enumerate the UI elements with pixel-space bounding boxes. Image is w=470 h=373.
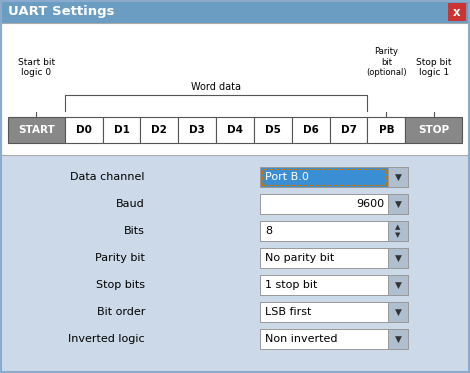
Text: START: START [18,125,55,135]
Bar [388,194,408,214]
Text: Parity
bit
(optional): Parity bit (optional) [366,47,407,77]
Bar [260,221,408,241]
Text: ▼: ▼ [394,280,401,289]
Text: Stop bits: Stop bits [96,280,145,290]
Bar [388,248,408,268]
Text: Stop bit
logic 1: Stop bit logic 1 [416,57,451,77]
Bar [368,117,405,143]
Text: Inverted logic: Inverted logic [68,334,145,344]
Text: D3: D3 [189,125,205,135]
Bar [260,275,408,295]
Text: No parity bit: No parity bit [265,253,334,263]
Text: Bits: Bits [124,226,145,236]
Bar [1,1,469,23]
Text: D5: D5 [265,125,281,135]
Text: Parity bit: Parity bit [95,253,145,263]
Text: Word data: Word data [191,82,241,92]
Bar [388,221,408,241]
Text: ▼: ▼ [394,200,401,209]
Text: 1 stop bit: 1 stop bit [265,280,317,290]
Text: ▼: ▼ [395,232,401,238]
Bar [260,194,408,214]
Bar [260,329,408,349]
Text: D2: D2 [151,125,167,135]
Bar [65,117,102,143]
Bar [254,117,292,143]
Text: UART Settings: UART Settings [8,6,115,19]
Text: Port B.0: Port B.0 [265,172,309,182]
Text: ▼: ▼ [394,172,401,182]
Bar [388,275,408,295]
Bar [292,117,329,143]
Text: Bit order: Bit order [97,307,145,317]
Text: ▼: ▼ [394,254,401,263]
Bar [1,23,469,155]
Bar [178,117,216,143]
Bar [8,117,65,143]
Bar [329,117,368,143]
Text: x: x [453,6,461,19]
Text: ▼: ▼ [394,307,401,317]
Bar [388,329,408,349]
Bar [262,169,386,185]
Text: STOP: STOP [418,125,449,135]
Text: Data channel: Data channel [70,172,145,182]
Text: D1: D1 [114,125,129,135]
Bar [216,117,254,143]
Bar [388,302,408,322]
Bar [141,117,178,143]
Bar [405,117,462,143]
Text: ▼: ▼ [394,335,401,344]
Text: D6: D6 [303,125,319,135]
Bar [260,248,408,268]
Bar [388,167,408,187]
Text: Baud: Baud [116,199,145,209]
Bar [260,167,408,187]
Bar [448,3,466,21]
Text: ▲: ▲ [395,224,401,230]
Text: Start bit
logic 0: Start bit logic 0 [18,57,55,77]
Bar [260,302,408,322]
Text: D0: D0 [76,125,92,135]
Text: 9600: 9600 [356,199,384,209]
Text: 8: 8 [265,226,272,236]
Text: D7: D7 [340,125,357,135]
Text: PB: PB [378,125,394,135]
Bar [102,117,141,143]
Text: LSB first: LSB first [265,307,311,317]
Text: Non inverted: Non inverted [265,334,337,344]
Text: D4: D4 [227,125,243,135]
